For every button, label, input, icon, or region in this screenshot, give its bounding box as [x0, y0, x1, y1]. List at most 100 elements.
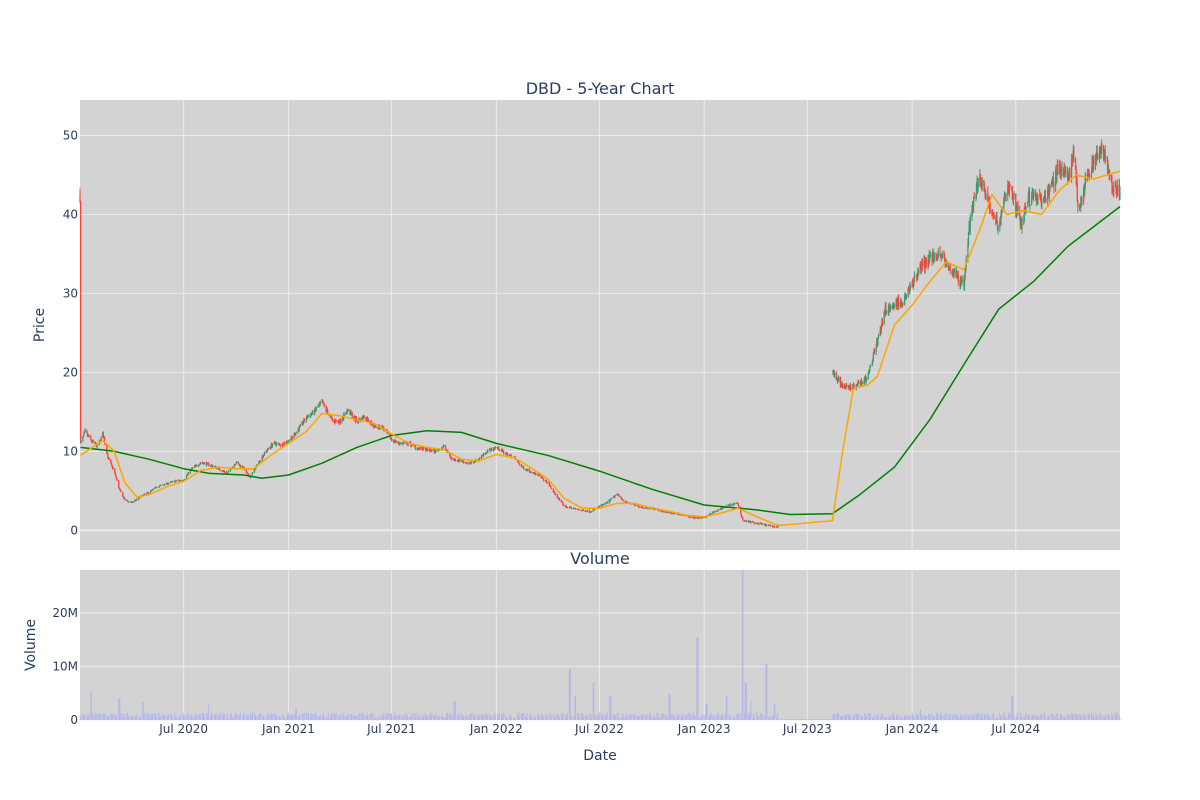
- candle-body: [1076, 177, 1078, 185]
- candle: [455, 460, 457, 462]
- volume-bar: [889, 714, 891, 720]
- candle-body: [295, 432, 297, 435]
- volume-bar: [972, 713, 974, 720]
- volume-bar: [1000, 716, 1002, 720]
- volume-bar: [209, 716, 211, 720]
- candle-body: [937, 253, 939, 258]
- volume-bar: [892, 713, 894, 720]
- volume-bar: [256, 717, 258, 720]
- volume-bar: [633, 716, 635, 720]
- candle-body: [79, 201, 82, 443]
- volume-bar: [526, 718, 528, 720]
- volume-bar: [566, 714, 568, 720]
- x-tick-label: Jul 2020: [158, 722, 208, 736]
- volume-bar: [247, 714, 249, 720]
- candle-body: [522, 466, 524, 468]
- volume-bar: [955, 714, 957, 720]
- volume-bar: [389, 713, 391, 720]
- volume-bar: [742, 570, 744, 720]
- price-y-tick-label: 0: [70, 523, 78, 537]
- volume-bar: [781, 719, 783, 720]
- volume-bar: [246, 715, 248, 720]
- candle-body: [737, 503, 740, 507]
- volume-bar: [654, 716, 656, 720]
- volume-bar: [184, 716, 186, 720]
- candle-body: [1077, 200, 1079, 207]
- candle-body: [1008, 185, 1011, 192]
- volume-bar: [911, 713, 913, 720]
- volume-bar: [227, 713, 229, 720]
- volume-bar: [426, 718, 428, 720]
- volume-bar: [784, 719, 786, 720]
- candle-body: [262, 455, 264, 458]
- volume-bar: [191, 714, 193, 720]
- volume-bar: [915, 715, 917, 720]
- candle-body: [740, 506, 742, 514]
- candle-body: [449, 455, 451, 458]
- volume-bar: [243, 712, 245, 720]
- candle-body: [238, 463, 240, 465]
- volume-bar: [235, 712, 237, 720]
- candle-body: [569, 506, 571, 508]
- volume-bar: [283, 715, 285, 720]
- volume-bar: [706, 703, 708, 720]
- candle: [605, 502, 607, 505]
- candle: [989, 201, 991, 215]
- volume-bar: [143, 713, 145, 720]
- candle-body: [311, 413, 313, 415]
- candle-body: [1102, 148, 1105, 158]
- volume-bar: [339, 714, 341, 720]
- candle-body: [274, 441, 276, 443]
- volume-bar: [985, 715, 987, 720]
- candle-body: [546, 482, 548, 484]
- candle-body: [666, 512, 668, 514]
- candle: [1102, 145, 1105, 161]
- volume-bar: [653, 717, 655, 720]
- volume-bar: [805, 719, 807, 720]
- volume-bar: [884, 718, 886, 720]
- volume-bar: [565, 716, 567, 720]
- volume-bar: [142, 701, 144, 720]
- volume-bar: [183, 714, 185, 720]
- candle-body: [965, 266, 967, 270]
- candle-body: [414, 446, 417, 449]
- candle-body: [997, 228, 999, 230]
- volume-bar: [107, 716, 109, 720]
- candle: [363, 414, 365, 419]
- candle-body: [138, 497, 140, 498]
- candle-body: [888, 304, 890, 313]
- volume-bar: [642, 714, 644, 720]
- candle-body: [1059, 164, 1061, 173]
- candle-body: [646, 507, 648, 509]
- volume-bar: [186, 715, 188, 720]
- candle-body: [110, 462, 112, 465]
- candle-body: [429, 449, 431, 451]
- volume-bar: [746, 714, 748, 720]
- x-tick-label: Jul 2022: [574, 722, 624, 736]
- candle: [834, 371, 836, 379]
- volume-bar: [211, 713, 213, 720]
- candle-body: [418, 448, 420, 449]
- volume-bar: [664, 714, 666, 720]
- volume-bar: [853, 718, 855, 720]
- volume-bar: [945, 712, 947, 720]
- candle-body: [865, 377, 868, 380]
- volume-bar: [869, 714, 871, 720]
- volume-bar: [378, 718, 380, 720]
- volume-bar: [556, 713, 558, 720]
- candle-body: [286, 442, 288, 444]
- candle-body: [290, 437, 292, 441]
- candle-body: [879, 329, 881, 336]
- volume-bar: [774, 703, 776, 720]
- volume-bar: [781, 719, 783, 720]
- volume-bar: [150, 715, 152, 720]
- volume-bar: [1059, 714, 1061, 720]
- candle-body: [838, 377, 840, 382]
- volume-bar: [614, 716, 616, 720]
- volume-bar: [462, 716, 464, 720]
- candle-body: [333, 420, 336, 423]
- candle-body: [901, 304, 904, 306]
- candle: [710, 512, 712, 515]
- volume-bar: [163, 717, 165, 720]
- volume-bar: [662, 713, 664, 720]
